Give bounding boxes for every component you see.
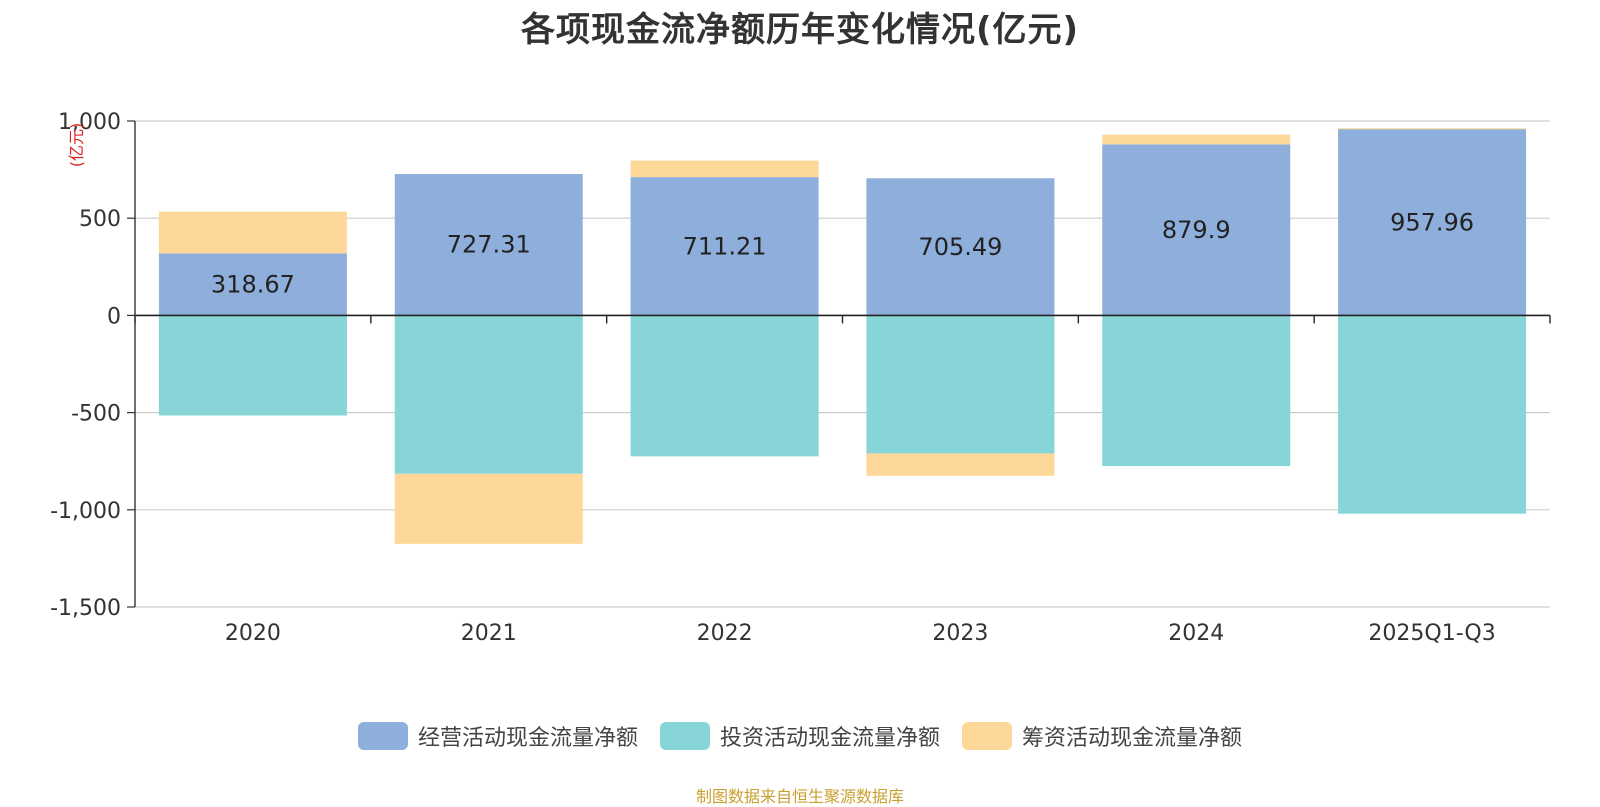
legend-swatch bbox=[357, 722, 408, 750]
bar-2020-series-0 bbox=[158, 253, 347, 316]
bar-2021-series-0 bbox=[394, 174, 583, 316]
legend-label: 投资活动现金流量净额 bbox=[719, 726, 940, 751]
y-tick-label: -500 bbox=[71, 402, 121, 427]
x-tick-label: 2020 bbox=[225, 621, 281, 646]
legend-label: 筹资活动现金流量净额 bbox=[1022, 726, 1243, 751]
legend: 经营活动现金流量净额 投资活动现金流量净额 筹资活动现金流量净额 bbox=[0, 720, 1600, 752]
chart-title: 各项现金流净额历年变化情况(亿元) bbox=[520, 10, 1080, 50]
data-label: 727.31 bbox=[447, 231, 531, 259]
bar-2024-series-2 bbox=[1102, 134, 1291, 145]
legend-swatch bbox=[659, 722, 710, 750]
bar-2025Q1-Q3-series-1 bbox=[1338, 315, 1527, 514]
bar-2022-series-1 bbox=[630, 315, 819, 457]
bar-2023-series-2 bbox=[866, 453, 1055, 476]
source-note: 制图数据来自恒生聚源数据库 bbox=[695, 787, 904, 806]
bar-2022-series-2 bbox=[630, 160, 819, 178]
bar-2025Q1-Q3-series-2 bbox=[1338, 128, 1527, 130]
x-tick-label: 2024 bbox=[1168, 621, 1224, 646]
bar-2024-series-0 bbox=[1102, 144, 1291, 316]
bar-2023-series-1 bbox=[866, 315, 1055, 454]
x-tick-label: 2025Q1-Q3 bbox=[1368, 621, 1495, 646]
y-axis-label: (亿元) bbox=[67, 123, 86, 168]
bar-2025Q1-Q3-series-0 bbox=[1338, 129, 1527, 316]
legend-label: 经营活动现金流量净额 bbox=[417, 726, 638, 751]
y-tick-label: 500 bbox=[79, 207, 121, 232]
bar-2023-series-0 bbox=[866, 178, 1055, 316]
bar-2021-series-2 bbox=[394, 473, 583, 544]
data-label: 318.67 bbox=[211, 270, 295, 298]
grid-lines bbox=[135, 120, 1550, 608]
y-tick-label: 0 bbox=[107, 304, 121, 329]
bars bbox=[158, 128, 1527, 544]
bar-2021-series-1 bbox=[394, 315, 583, 474]
bar-2024-series-1 bbox=[1102, 315, 1291, 467]
legend-item[interactable]: 投资活动现金流量净额 bbox=[659, 720, 940, 752]
data-label: 705.49 bbox=[918, 233, 1002, 261]
legend-swatch bbox=[962, 722, 1012, 750]
legend-item[interactable]: 经营活动现金流量净额 bbox=[357, 720, 638, 752]
legend-item[interactable]: 筹资活动现金流量净额 bbox=[962, 720, 1242, 752]
x-tick-label: 2023 bbox=[932, 621, 988, 646]
data-label: 711.21 bbox=[683, 232, 767, 260]
x-tick-label: 2021 bbox=[461, 621, 517, 646]
x-tick-label: 2022 bbox=[697, 621, 753, 646]
data-label: 879.9 bbox=[1162, 216, 1231, 244]
y-tick-label: 1,000 bbox=[58, 110, 121, 135]
y-tick-label: -1,000 bbox=[50, 499, 121, 524]
data-label: 957.96 bbox=[1390, 208, 1474, 236]
y-tick-label: -1,500 bbox=[50, 596, 121, 621]
bar-2020-series-2 bbox=[158, 211, 347, 254]
axes: 1,000 500 0 -500 -1,000 -1,500 (亿元) 2020 2021 202… bbox=[50, 110, 1551, 646]
bar-2020-series-1 bbox=[158, 315, 347, 416]
bar-2022-series-0 bbox=[630, 177, 819, 316]
data-labels: 318.67 727.31 711.21 705.49 879.9 957.96 bbox=[211, 208, 1474, 298]
